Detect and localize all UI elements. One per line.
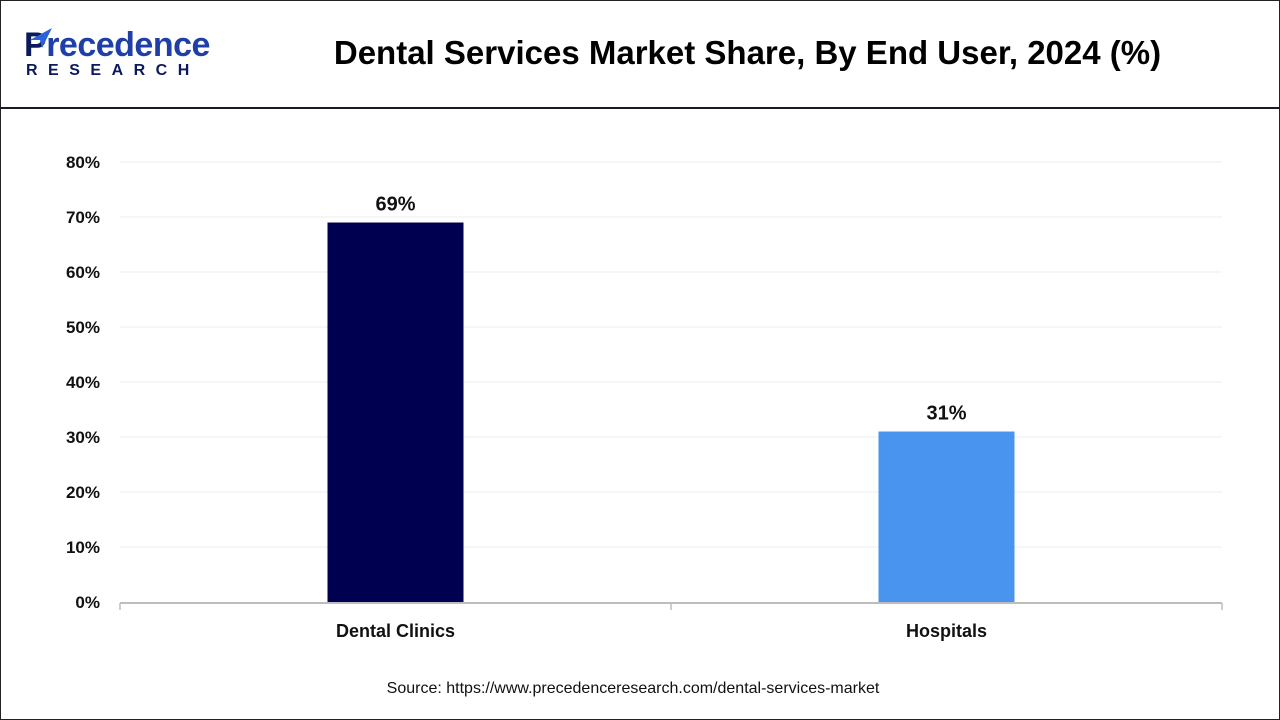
logo-arrow-icon	[30, 28, 52, 48]
y-tick-label: 40%	[66, 373, 100, 392]
x-tick-label: Hospitals	[906, 621, 987, 641]
y-tick-label: 50%	[66, 318, 100, 337]
x-tick-label: Dental Clinics	[336, 621, 455, 641]
y-tick-label: 30%	[66, 428, 100, 447]
bar-dental-clinics	[327, 222, 464, 602]
y-tick-label: 60%	[66, 263, 100, 282]
y-tick-label: 20%	[66, 483, 100, 502]
logo-subtext: RESEARCH	[26, 62, 200, 79]
header: Precedence RESEARCH Dental Services Mark…	[0, 0, 1280, 109]
data-label: 69%	[375, 194, 415, 216]
precedence-research-logo: Precedence RESEARCH	[22, 28, 222, 83]
y-tick-label: 10%	[66, 538, 100, 557]
data-label: 31%	[926, 403, 966, 425]
logo-wordmark: Precedence	[24, 26, 210, 64]
y-tick-label: 80%	[66, 153, 100, 172]
y-tick-label: 0%	[75, 593, 100, 612]
y-tick-label: 70%	[66, 208, 100, 227]
source-note: Source: https://www.precedenceresearch.c…	[386, 680, 880, 697]
chart-title: Dental Services Market Share, By End Use…	[333, 34, 1162, 71]
bar-hospitals	[878, 431, 1015, 602]
